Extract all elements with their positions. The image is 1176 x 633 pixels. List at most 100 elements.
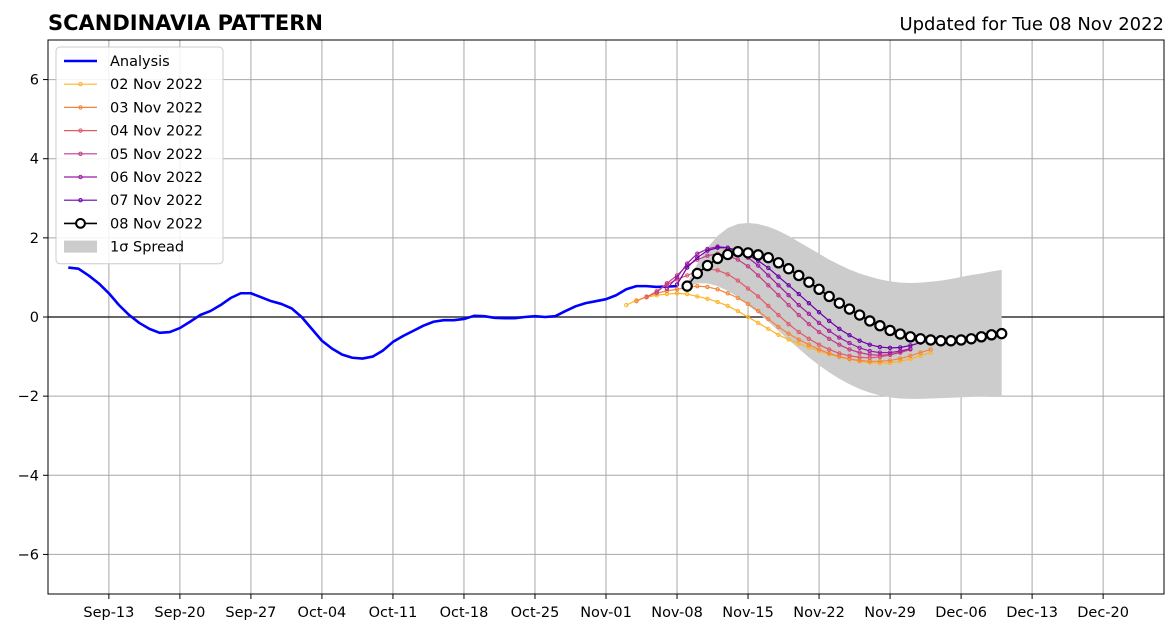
forecast-point	[918, 350, 923, 355]
forecast-point	[755, 320, 761, 326]
chart-subtitle: Updated for Tue 08 Nov 2022	[899, 14, 1164, 35]
x-tick-label: Nov-29	[864, 605, 916, 621]
forecast-point	[776, 312, 781, 318]
forecast-point	[877, 344, 883, 350]
forecast-point	[735, 257, 741, 262]
forecast-point	[705, 284, 710, 290]
x-tick-label: Sep-27	[225, 605, 276, 621]
forecast-point	[691, 267, 704, 280]
forecast-line	[646, 268, 911, 359]
forecast-point	[945, 335, 957, 347]
forecast-point	[735, 278, 741, 283]
legend-label: 03 Nov 2022	[110, 100, 203, 116]
legend-label: 02 Nov 2022	[110, 77, 203, 93]
forecast-point	[695, 255, 700, 260]
legend-label: Analysis	[110, 54, 170, 70]
legend-swatch-marker	[78, 151, 83, 157]
forecast-point	[827, 347, 832, 352]
forecast-point	[837, 351, 842, 356]
forecast-point	[711, 252, 724, 265]
legend-swatch-marker	[78, 128, 83, 133]
forecast-point	[786, 321, 791, 327]
forecast-point	[782, 263, 795, 275]
forecast-point	[745, 286, 751, 291]
forecast-point	[776, 283, 781, 288]
forecast-point	[816, 347, 822, 352]
forecast-point	[796, 341, 801, 346]
forecast-point	[847, 347, 852, 352]
forecast-point	[762, 251, 775, 264]
forecast-point	[806, 345, 812, 350]
forecast-point	[867, 342, 872, 347]
x-tick-label: Oct-11	[369, 605, 418, 621]
legend-label: 05 Nov 2022	[110, 147, 203, 163]
forecast-point	[776, 293, 781, 298]
forecast-point	[827, 351, 832, 356]
forecast-point	[725, 272, 730, 277]
forecast-point	[985, 329, 998, 341]
forecast-point	[745, 314, 751, 320]
forecast-point	[664, 288, 670, 294]
plot-area: Sep-13 Sep-20 Sep-27 Oct-04 Oct-11 Oct-18 Oct-…	[18, 39, 1165, 621]
forecast-point	[847, 340, 852, 346]
forecast-point	[813, 283, 825, 295]
forecast-point	[793, 269, 805, 282]
forecast-point	[796, 291, 801, 297]
forecast-point	[908, 353, 913, 358]
y-tick-label: −4	[18, 468, 39, 484]
forecast-point	[847, 353, 852, 358]
forecast-point	[786, 293, 791, 298]
forecast-point	[755, 308, 761, 314]
y-tick-label: 2	[30, 231, 39, 247]
forecast-point	[681, 280, 693, 292]
forecast-point	[803, 276, 815, 288]
forecast-point	[786, 283, 791, 288]
forecast-point	[827, 336, 832, 341]
forecast-point	[684, 273, 690, 278]
forecast-point	[853, 309, 866, 321]
legend-label: 06 Nov 2022	[110, 170, 203, 186]
y-tick-label: −6	[18, 547, 39, 563]
forecast-point	[823, 290, 835, 303]
forecast-point	[786, 302, 791, 308]
forecast-point	[664, 281, 670, 286]
legend-label: 07 Nov 2022	[110, 193, 203, 209]
forecast-point	[654, 290, 659, 295]
forecast-point	[705, 253, 710, 258]
x-tick-label: Oct-18	[440, 605, 489, 621]
plot-frame	[47, 39, 1165, 595]
x-tick-label: Nov-22	[793, 605, 845, 621]
forecast-point	[877, 353, 883, 358]
forecast-point	[898, 345, 903, 350]
forecast-point	[674, 291, 680, 296]
forecast-point	[684, 265, 690, 270]
forecast-point	[684, 261, 690, 266]
legend: Analysis 02 Nov 2022 03 Nov 2022 04 Nov 202…	[55, 46, 224, 265]
forecast-point	[806, 321, 812, 327]
forecast-point	[806, 311, 812, 317]
y-tick-label: 6	[30, 73, 39, 89]
forecast-point	[674, 275, 680, 280]
forecast-line	[676, 247, 921, 349]
legend-swatch-spread	[64, 240, 97, 253]
forecast-point	[894, 328, 906, 340]
forecast-point	[955, 334, 967, 346]
forecast-point	[766, 283, 771, 288]
forecast-point	[745, 264, 751, 269]
y-tick-label: 0	[30, 310, 39, 326]
forecast-point	[816, 342, 822, 347]
forecast-point	[701, 259, 714, 272]
forecast-point	[837, 342, 842, 347]
forecast-point	[908, 343, 913, 348]
forecast-point	[864, 315, 876, 327]
forecast-point	[898, 356, 903, 361]
forecast-point	[847, 333, 852, 338]
forecast-point	[877, 350, 883, 355]
legend-swatch-marker	[78, 105, 83, 110]
forecast-point	[843, 303, 856, 315]
forecast-point	[705, 296, 710, 301]
x-tick-label: Oct-25	[511, 605, 560, 621]
forecast-point	[725, 303, 730, 309]
forecast-point	[776, 324, 781, 330]
forecast-point	[867, 348, 872, 354]
